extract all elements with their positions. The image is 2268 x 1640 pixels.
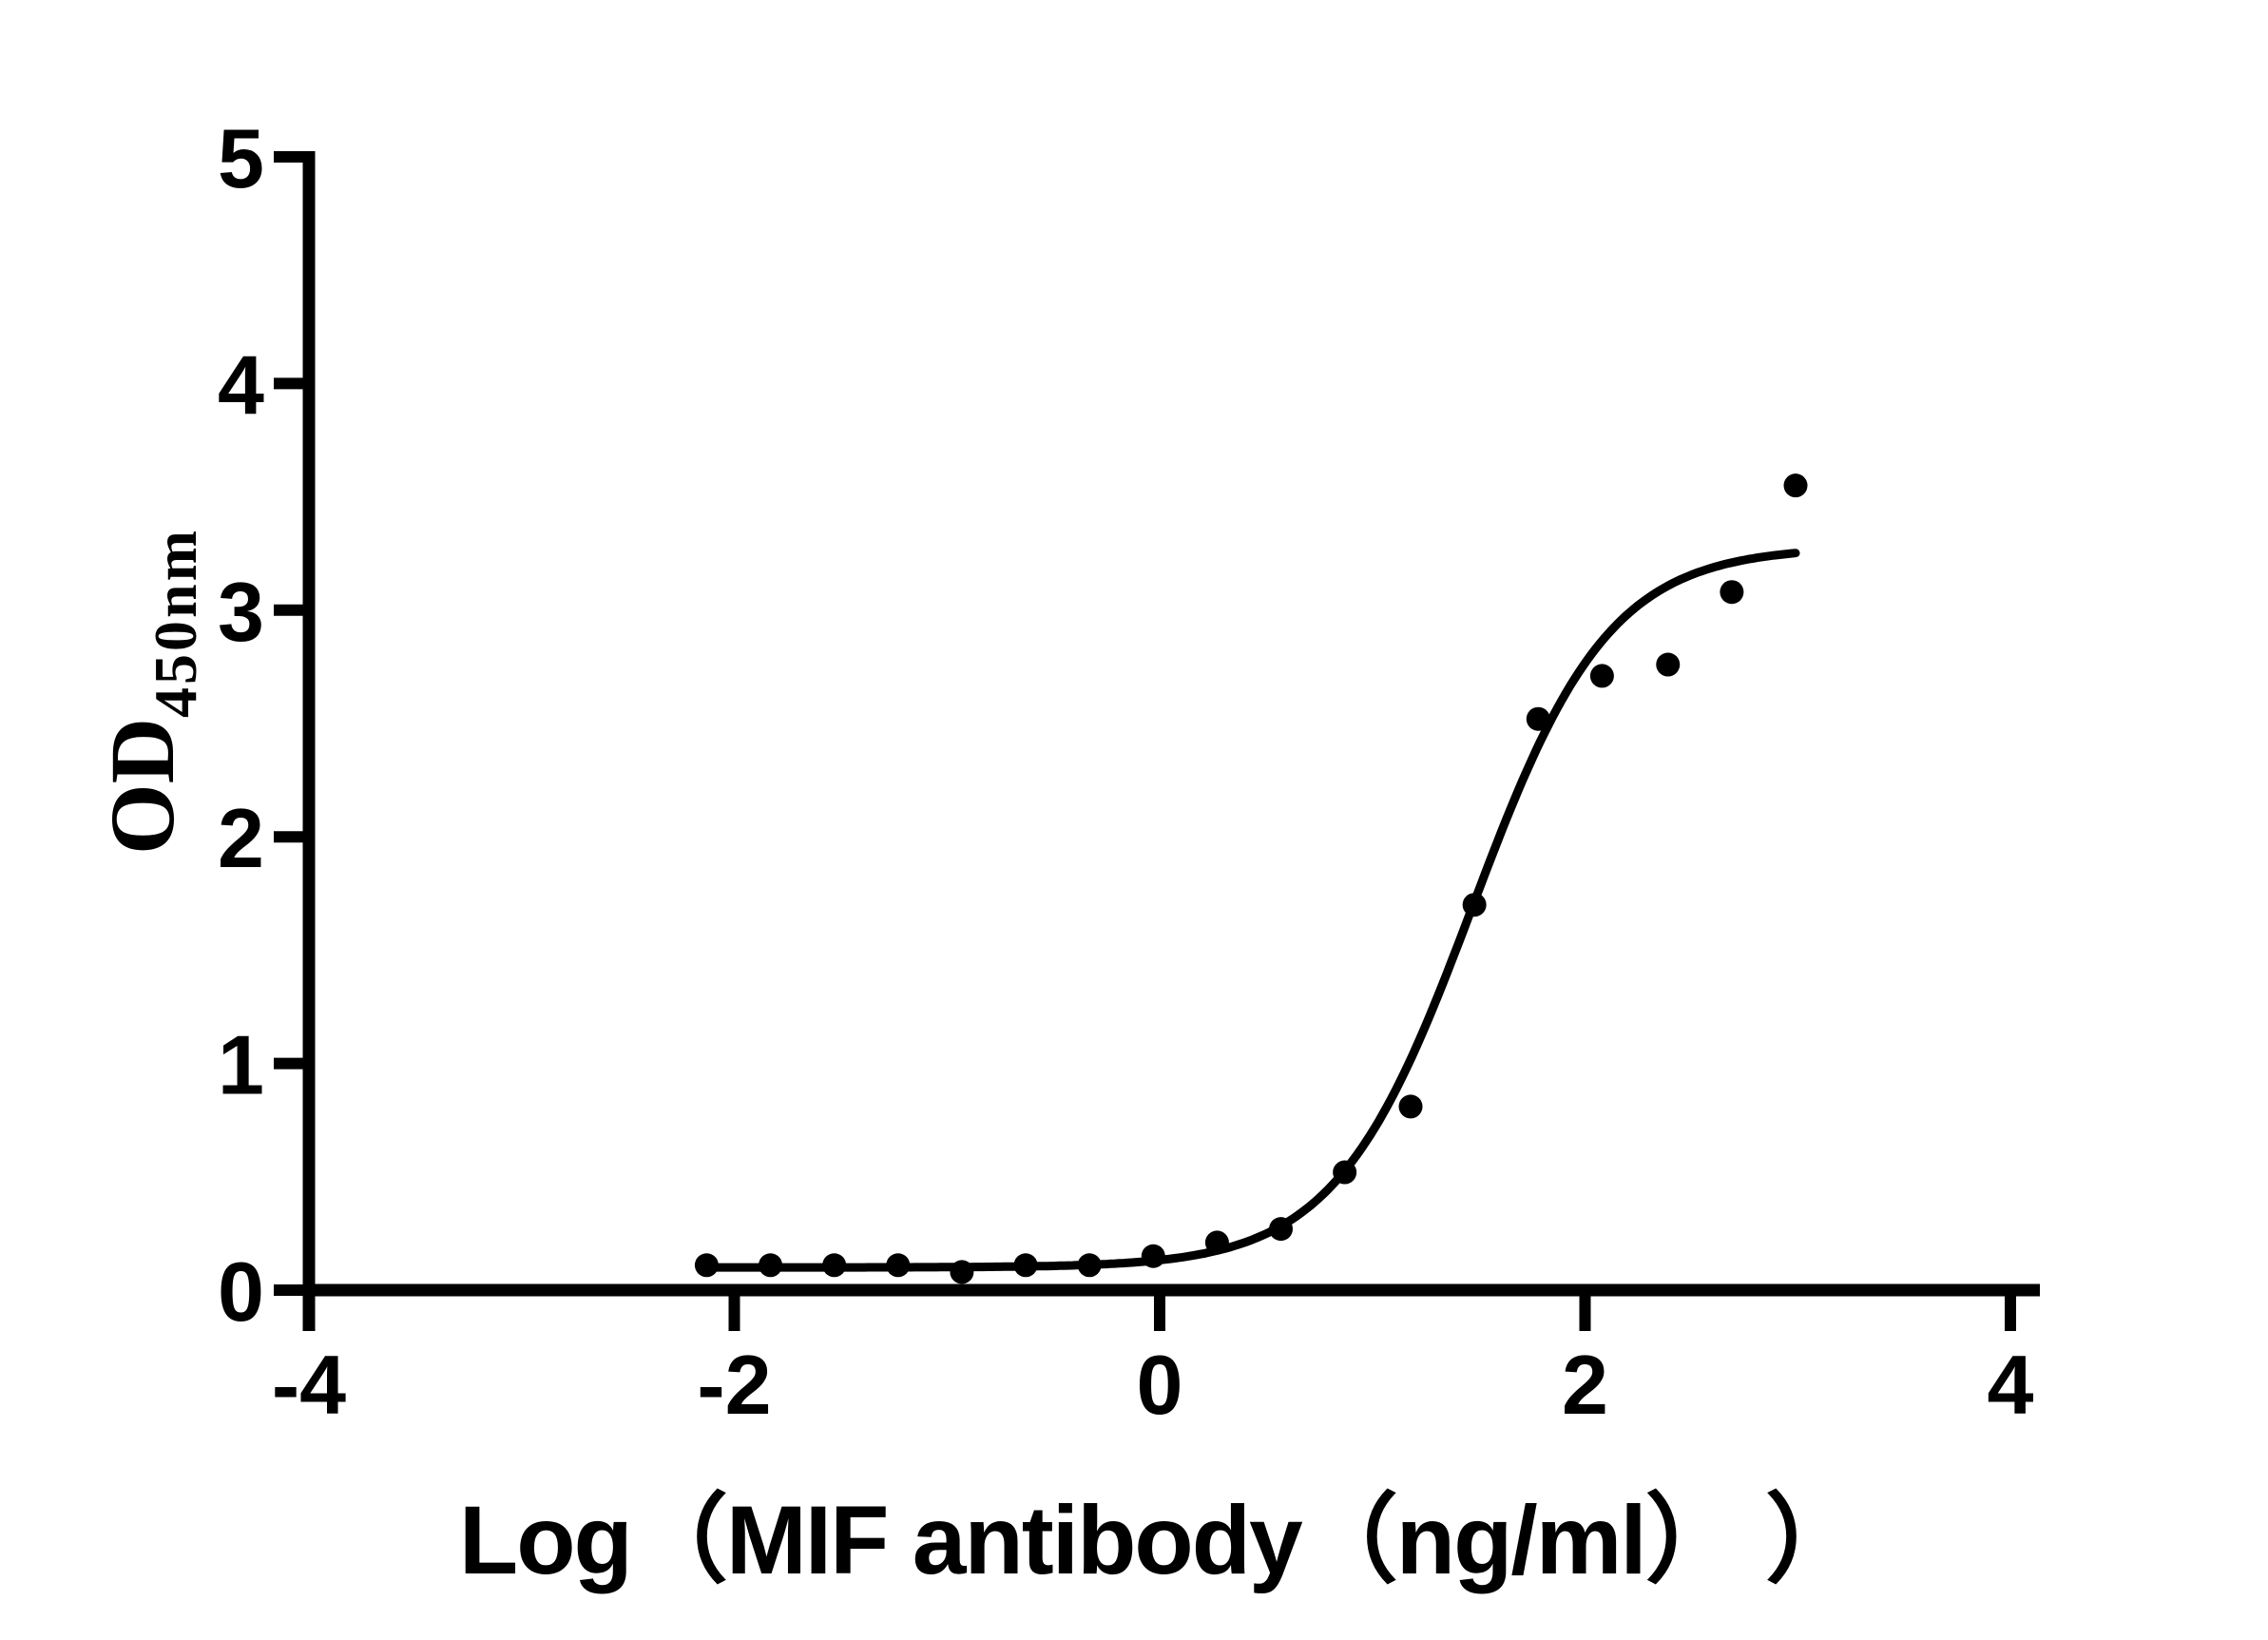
data-point [759,1253,783,1278]
y-tick-label-3: 3 [218,565,264,659]
data-point [694,1253,719,1278]
x-tick-label-4: 4 [1988,1338,2034,1432]
data-point [886,1253,911,1278]
y-axis-title: OD450nm [81,453,209,929]
data-point [1462,893,1487,917]
data-point [1141,1244,1165,1268]
data-point [1783,473,1808,498]
y-tick-label-5: 5 [218,111,264,205]
x-tick-label--2: -2 [697,1338,771,1432]
data-point [1398,1094,1423,1119]
x-tick-label--4: -4 [272,1338,346,1432]
data-point [1656,652,1681,677]
data-point [1013,1253,1038,1278]
y-tick-label-2: 2 [218,791,264,885]
data-point [1077,1253,1102,1278]
fit-curve [702,549,1800,1272]
data-point [950,1260,974,1284]
y-tick-label-1: 1 [218,1018,264,1112]
y-axis-title-subscript: 450nm [142,528,209,718]
x-tick-label-2: 2 [1562,1338,1608,1432]
y-tick-label-0: 0 [218,1244,264,1339]
data-point [1204,1230,1229,1255]
data-point [1720,580,1744,605]
x-axis-title: Log（MIF antibody（ng/ml） ） [458,1486,1862,1594]
y-axis-title-main: OD [91,717,193,855]
data-point [1269,1217,1294,1242]
data-point [822,1253,847,1278]
x-tick-label-0: 0 [1137,1338,1183,1432]
data-point [1333,1160,1357,1185]
data-point [1526,706,1550,731]
y-tick-label-4: 4 [218,338,264,432]
data-point [1589,664,1614,688]
